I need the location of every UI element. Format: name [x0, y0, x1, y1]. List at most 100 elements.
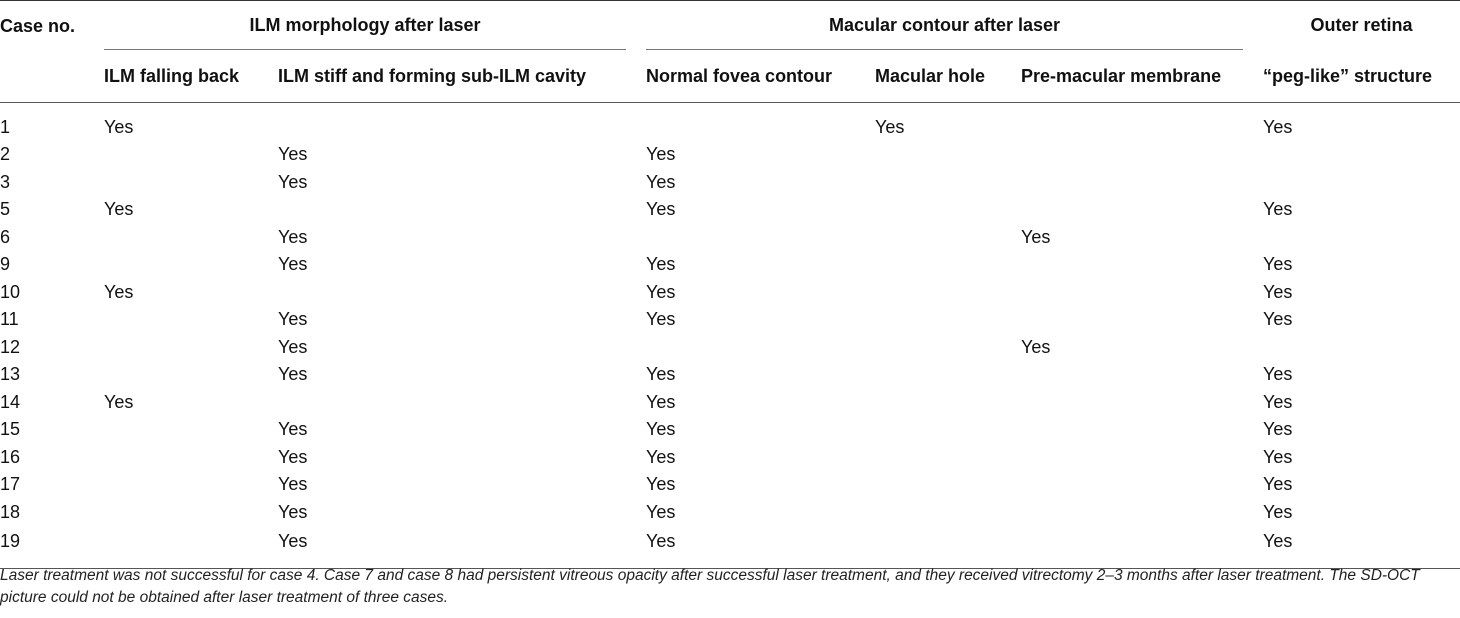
table-row: 17 Yes Yes Yes: [0, 471, 1460, 499]
cell-pre-macular-membrane: [1021, 444, 1263, 472]
cell-ilm-falling-back: Yes: [104, 391, 134, 412]
cell-pre-macular-membrane: Yes: [1021, 336, 1051, 357]
header-macular-hole: Macular hole: [875, 66, 986, 86]
cell-peg-like: [1263, 224, 1460, 252]
header-group-ilm-label: ILM morphology after laser: [104, 3, 627, 50]
cell-case-no: 19: [0, 526, 104, 569]
cell-peg-like: [1263, 334, 1460, 362]
table-row: 6 Yes Yes: [0, 224, 1460, 252]
cell-pre-macular-membrane: [1021, 361, 1263, 389]
cell-peg-like: Yes: [1263, 474, 1293, 495]
cell-case-no: 10: [0, 281, 21, 302]
cell-normal-fovea: Yes: [646, 281, 676, 302]
cell-macular-hole: [875, 444, 1021, 472]
cell-normal-fovea: Yes: [646, 446, 676, 467]
cell-pre-macular-membrane: [1021, 471, 1263, 499]
cell-normal-fovea: Yes: [646, 391, 676, 412]
cell-ilm-stiff: Yes: [278, 526, 647, 569]
cell-ilm-falling-back: Yes: [104, 116, 134, 137]
cell-ilm-falling-back: [104, 361, 278, 389]
cell-ilm-falling-back: Yes: [104, 199, 134, 220]
header-ilm-stiff: ILM stiff and forming sub-ILM cavity: [278, 66, 587, 86]
cell-normal-fovea: Yes: [646, 526, 876, 569]
cell-ilm-stiff: Yes: [278, 364, 308, 385]
header-group-macular: Macular contour after laser: [646, 1, 1263, 52]
cell-normal-fovea: Yes: [646, 254, 676, 275]
cell-ilm-falling-back: [104, 499, 278, 527]
cell-ilm-stiff: Yes: [278, 446, 308, 467]
cell-macular-hole: [875, 279, 1021, 307]
cell-peg-like: Yes: [1263, 419, 1293, 440]
cell-case-no: 14: [0, 391, 21, 412]
cell-normal-fovea: Yes: [646, 144, 676, 165]
cell-ilm-falling-back: Yes: [104, 281, 134, 302]
cell-ilm-stiff: Yes: [278, 419, 308, 440]
table-row: 15 Yes Yes Yes: [0, 416, 1460, 444]
cell-ilm-stiff: Yes: [278, 254, 308, 275]
cell-pre-macular-membrane: [1021, 499, 1263, 527]
cell-ilm-stiff: [278, 279, 646, 307]
cell-case-no: 3: [0, 171, 11, 192]
cell-ilm-falling-back: [104, 224, 278, 252]
cell-peg-like: Yes: [1263, 391, 1293, 412]
table-header: Case no. ILM morphology after laser Macu…: [0, 0, 1460, 103]
cell-macular-hole: [875, 196, 1021, 224]
cell-pre-macular-membrane: [1021, 196, 1263, 224]
cell-pre-macular-membrane: [1021, 389, 1263, 417]
cell-case-no: 9: [0, 254, 11, 275]
cell-normal-fovea: Yes: [646, 419, 676, 440]
cell-normal-fovea: [646, 224, 875, 252]
cell-ilm-falling-back: [104, 141, 278, 169]
header-ilm-falling-back: ILM falling back: [104, 66, 240, 86]
cell-peg-like: Yes: [1263, 116, 1293, 137]
table-row: 1 Yes Yes Yes: [0, 103, 1460, 142]
cell-case-no: 12: [0, 336, 21, 357]
cell-ilm-falling-back: [104, 251, 278, 279]
cell-macular-hole: [875, 224, 1021, 252]
cell-macular-hole: [875, 334, 1021, 362]
cell-peg-like: Yes: [1263, 364, 1293, 385]
cell-case-no: 1: [0, 116, 11, 137]
cell-ilm-stiff: Yes: [278, 474, 308, 495]
cell-case-no: 2: [0, 144, 11, 165]
cell-ilm-falling-back: [104, 526, 278, 569]
cell-peg-like: Yes: [1263, 199, 1293, 220]
cell-pre-macular-membrane: [1021, 279, 1263, 307]
table-row: 2 Yes Yes: [0, 141, 1460, 169]
cell-case-no: 5: [0, 199, 11, 220]
cell-normal-fovea: Yes: [646, 501, 676, 522]
cell-peg-like: Yes: [1263, 309, 1293, 330]
cell-pre-macular-membrane: [1021, 306, 1263, 334]
cell-case-no: 18: [0, 501, 21, 522]
cell-macular-hole: [875, 306, 1021, 334]
cell-case-no: 6: [0, 226, 11, 247]
cell-macular-hole: [875, 361, 1021, 389]
cell-ilm-stiff: [278, 389, 646, 417]
results-table-container: Case no. ILM morphology after laser Macu…: [0, 0, 1460, 569]
cell-ilm-falling-back: [104, 306, 278, 334]
cell-ilm-stiff: Yes: [278, 144, 308, 165]
cell-macular-hole: [875, 169, 1021, 197]
cell-normal-fovea: Yes: [646, 171, 676, 192]
header-normal-fovea: Normal fovea contour: [646, 66, 833, 86]
cell-macular-hole: Yes: [875, 116, 905, 137]
cell-ilm-falling-back: [104, 444, 278, 472]
cell-macular-hole: [875, 471, 1021, 499]
cell-ilm-stiff: Yes: [278, 309, 308, 330]
cell-pre-macular-membrane: Yes: [1021, 226, 1051, 247]
table-row: 5 Yes Yes Yes: [0, 196, 1460, 224]
cell-peg-like: [1263, 141, 1460, 169]
cell-normal-fovea: [646, 103, 875, 142]
cell-ilm-stiff: Yes: [278, 226, 308, 247]
cell-peg-like: Yes: [1263, 501, 1293, 522]
cell-ilm-falling-back: [104, 334, 278, 362]
cell-pre-macular-membrane: [1021, 251, 1263, 279]
table-footnote: Laser treatment was not successful for c…: [0, 567, 1420, 606]
cell-case-no: 17: [0, 474, 21, 495]
table-row: 3 Yes Yes: [0, 169, 1460, 197]
cell-case-no: 13: [0, 364, 21, 385]
table-row: 10 Yes Yes Yes: [0, 279, 1460, 307]
cell-peg-like: Yes: [1263, 526, 1460, 569]
cell-ilm-stiff: Yes: [278, 501, 308, 522]
cell-normal-fovea: Yes: [646, 309, 676, 330]
